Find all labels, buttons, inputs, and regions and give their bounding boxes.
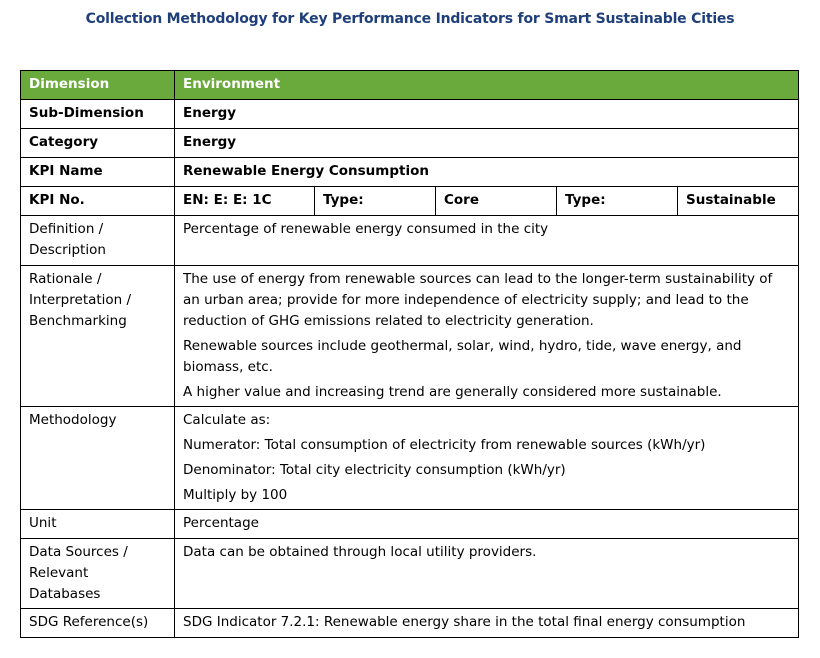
kpi-table: Dimension Environment Sub-Dimension Ener… bbox=[20, 70, 800, 638]
kpi-name-value: Renewable Energy Consumption bbox=[173, 157, 800, 187]
subdimension-value: Energy bbox=[173, 99, 800, 129]
rationale-paragraph: A higher value and increasing trend are … bbox=[183, 384, 722, 400]
kpi-name-row: KPI Name Renewable Energy Consumption bbox=[20, 157, 800, 187]
dimension-value: Environment bbox=[173, 70, 800, 100]
category-label: Category bbox=[20, 128, 175, 158]
methodology-line: Multiply by 100 bbox=[183, 487, 288, 503]
data-sources-value: Data can be obtained through local utili… bbox=[173, 538, 800, 609]
data-sources-row: Data Sources / Relevant Databases Data c… bbox=[20, 538, 800, 609]
methodology-value: Calculate as: Numerator: Total consumpti… bbox=[173, 406, 800, 510]
unit-label: Unit bbox=[20, 509, 175, 539]
kpi-name-label: KPI Name bbox=[20, 157, 175, 187]
definition-row: Definition / Description Percentage of r… bbox=[20, 215, 800, 266]
definition-value: Percentage of renewable energy consumed … bbox=[173, 215, 800, 266]
kpi-no-value: EN: E: E: 1C bbox=[174, 186, 315, 216]
sdg-row: SDG Reference(s) SDG Indicator 7.2.1: Re… bbox=[20, 608, 800, 638]
sdg-label: SDG Reference(s) bbox=[20, 608, 175, 638]
rationale-paragraph: The use of energy from renewable sources… bbox=[183, 271, 773, 329]
methodology-row: Methodology Calculate as: Numerator: Tot… bbox=[20, 406, 800, 510]
definition-label: Definition / Description bbox=[20, 215, 175, 266]
data-sources-label: Data Sources / Relevant Databases bbox=[20, 538, 175, 609]
methodology-line: Numerator: Total consumption of electric… bbox=[183, 437, 706, 453]
dimension-label: Dimension bbox=[20, 70, 175, 100]
document-title: Collection Methodology for Key Performan… bbox=[85, 11, 735, 27]
unit-row: Unit Percentage bbox=[20, 509, 800, 539]
rationale-label: Rationale / Interpretation / Benchmarkin… bbox=[20, 265, 175, 407]
dimension-row: Dimension Environment bbox=[20, 70, 800, 100]
methodology-line: Denominator: Total city electricity cons… bbox=[183, 462, 566, 478]
kpi-no-label: KPI No. bbox=[20, 186, 175, 216]
unit-value: Percentage bbox=[173, 509, 800, 539]
type2-label: Type: bbox=[556, 186, 678, 216]
sdg-value: SDG Indicator 7.2.1: Renewable energy sh… bbox=[173, 608, 800, 638]
subdimension-row: Sub-Dimension Energy bbox=[20, 99, 800, 129]
rationale-value: The use of energy from renewable sources… bbox=[173, 265, 800, 407]
rationale-row: Rationale / Interpretation / Benchmarkin… bbox=[20, 265, 800, 407]
subdimension-label: Sub-Dimension bbox=[20, 99, 175, 129]
type1-value: Core bbox=[435, 186, 557, 216]
methodology-line: Calculate as: bbox=[183, 412, 271, 428]
kpi-no-row: KPI No. EN: E: E: 1C Type: Core Type: Su… bbox=[20, 186, 800, 216]
type1-label: Type: bbox=[314, 186, 436, 216]
rationale-paragraph: Renewable sources include geothermal, so… bbox=[183, 338, 742, 375]
category-value: Energy bbox=[173, 128, 800, 158]
type2-value: Sustainable bbox=[676, 186, 800, 216]
methodology-label: Methodology bbox=[20, 406, 175, 510]
category-row: Category Energy bbox=[20, 128, 800, 158]
